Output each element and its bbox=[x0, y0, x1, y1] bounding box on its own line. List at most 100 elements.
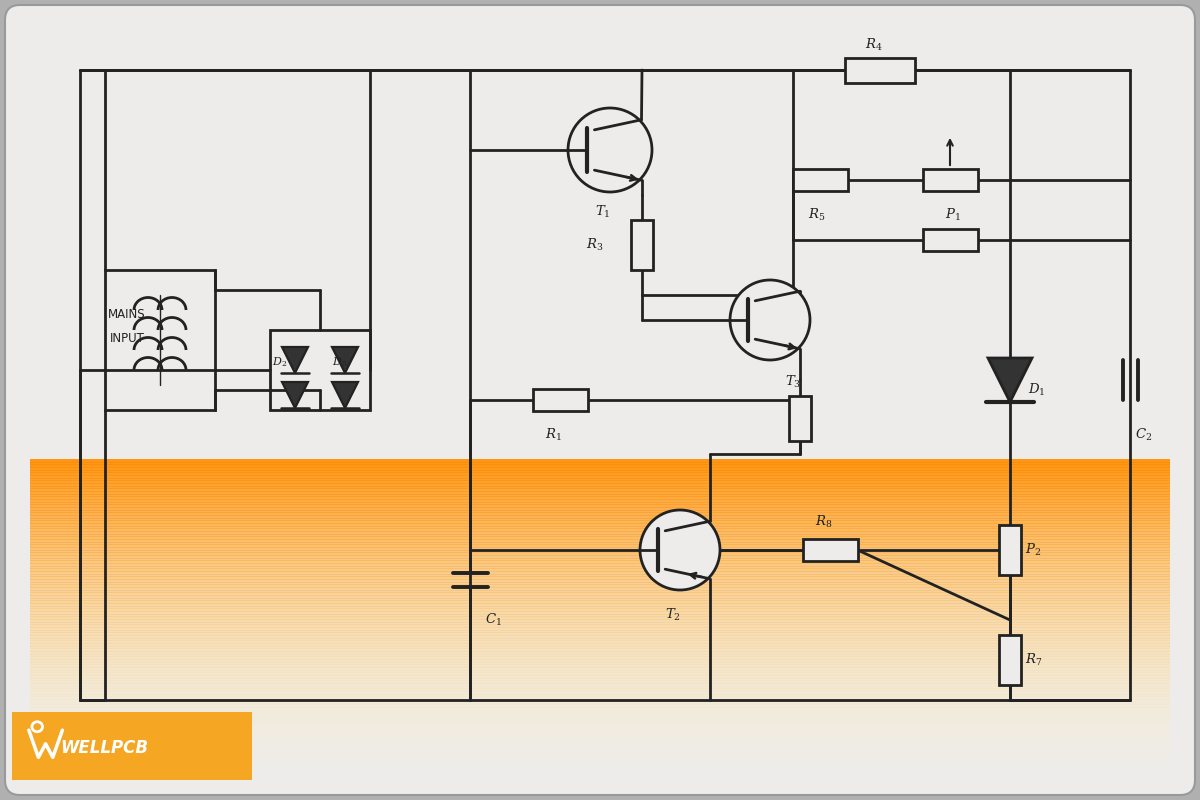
Bar bbox=[30, 536, 1170, 540]
Bar bbox=[30, 568, 1170, 572]
Bar bbox=[30, 691, 1170, 694]
Bar bbox=[30, 502, 1170, 506]
Bar bbox=[30, 494, 1170, 498]
Bar bbox=[30, 515, 1170, 518]
Bar bbox=[803, 539, 858, 561]
Bar bbox=[30, 624, 1170, 628]
Text: INPUT: INPUT bbox=[110, 331, 145, 345]
Bar bbox=[30, 616, 1170, 620]
Bar bbox=[30, 648, 1170, 652]
Text: $T_1$: $T_1$ bbox=[595, 204, 611, 220]
Bar bbox=[30, 742, 1170, 746]
Bar bbox=[30, 766, 1170, 770]
Bar bbox=[30, 707, 1170, 710]
Bar bbox=[30, 576, 1170, 580]
Circle shape bbox=[640, 510, 720, 590]
Bar bbox=[30, 718, 1170, 722]
Bar bbox=[30, 734, 1170, 738]
Bar bbox=[30, 744, 1170, 748]
Bar bbox=[30, 462, 1170, 466]
Bar bbox=[30, 478, 1170, 482]
Bar bbox=[30, 547, 1170, 550]
Bar bbox=[30, 750, 1170, 754]
Text: WELLPCB: WELLPCB bbox=[60, 739, 148, 758]
Text: $P_2$: $P_2$ bbox=[1025, 542, 1042, 558]
Bar bbox=[30, 720, 1170, 724]
Bar bbox=[30, 486, 1170, 490]
Bar bbox=[30, 566, 1170, 570]
Bar bbox=[30, 563, 1170, 566]
Text: $T_3$: $T_3$ bbox=[785, 374, 802, 390]
Bar bbox=[30, 483, 1170, 486]
Bar bbox=[30, 619, 1170, 622]
Bar bbox=[30, 632, 1170, 636]
Bar bbox=[30, 534, 1170, 538]
Bar bbox=[30, 659, 1170, 662]
Bar bbox=[30, 550, 1170, 554]
Bar bbox=[30, 678, 1170, 682]
Bar bbox=[30, 622, 1170, 626]
Bar bbox=[30, 683, 1170, 686]
Bar bbox=[30, 662, 1170, 666]
Text: $P_1$: $P_1$ bbox=[946, 207, 961, 223]
Bar bbox=[30, 496, 1170, 500]
Bar bbox=[30, 723, 1170, 726]
Bar bbox=[30, 539, 1170, 542]
Bar bbox=[30, 542, 1170, 546]
Bar bbox=[30, 736, 1170, 740]
Bar bbox=[790, 396, 811, 442]
Bar bbox=[30, 606, 1170, 610]
Bar bbox=[30, 520, 1170, 524]
Bar bbox=[30, 614, 1170, 618]
Text: $R_5$: $R_5$ bbox=[808, 207, 826, 223]
Bar bbox=[30, 635, 1170, 638]
Bar bbox=[30, 771, 1170, 774]
Polygon shape bbox=[332, 347, 358, 373]
Bar bbox=[30, 467, 1170, 470]
Bar bbox=[30, 512, 1170, 516]
Bar bbox=[30, 507, 1170, 510]
Bar bbox=[30, 667, 1170, 670]
Bar bbox=[30, 584, 1170, 588]
Text: $D_2$: $D_2$ bbox=[272, 355, 287, 369]
Bar bbox=[30, 464, 1170, 468]
Bar bbox=[30, 760, 1170, 764]
Bar bbox=[30, 688, 1170, 692]
Bar bbox=[30, 523, 1170, 526]
Circle shape bbox=[568, 108, 652, 192]
Bar bbox=[923, 169, 978, 191]
Bar bbox=[30, 598, 1170, 602]
Bar bbox=[30, 747, 1170, 750]
Bar bbox=[30, 470, 1170, 474]
Text: MAINS: MAINS bbox=[108, 309, 145, 322]
Bar bbox=[30, 694, 1170, 698]
Bar bbox=[106, 270, 215, 410]
Bar bbox=[30, 587, 1170, 590]
Text: $R_7$: $R_7$ bbox=[1025, 652, 1043, 668]
Polygon shape bbox=[988, 358, 1032, 402]
Bar bbox=[998, 635, 1021, 685]
Bar bbox=[30, 664, 1170, 668]
Bar bbox=[30, 680, 1170, 684]
Bar bbox=[30, 526, 1170, 530]
Polygon shape bbox=[282, 382, 308, 408]
Bar bbox=[30, 475, 1170, 478]
Bar bbox=[30, 656, 1170, 660]
Bar bbox=[30, 704, 1170, 708]
Bar bbox=[30, 499, 1170, 502]
Bar bbox=[30, 504, 1170, 508]
Bar bbox=[30, 459, 1170, 462]
Bar bbox=[30, 600, 1170, 604]
Bar bbox=[30, 574, 1170, 578]
Bar bbox=[30, 731, 1170, 734]
Bar bbox=[30, 611, 1170, 614]
Text: $D_5$: $D_5$ bbox=[332, 355, 348, 369]
Bar bbox=[270, 330, 370, 410]
Text: $R_1$: $R_1$ bbox=[545, 427, 562, 443]
Bar bbox=[30, 592, 1170, 596]
Bar bbox=[30, 579, 1170, 582]
Bar bbox=[30, 726, 1170, 730]
Circle shape bbox=[730, 280, 810, 360]
Bar bbox=[30, 712, 1170, 716]
Bar bbox=[923, 229, 978, 251]
